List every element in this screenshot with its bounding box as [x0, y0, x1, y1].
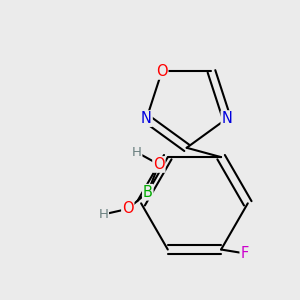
Text: B: B	[143, 185, 153, 200]
Text: H: H	[132, 146, 142, 159]
Text: O: O	[153, 157, 165, 172]
Text: N: N	[141, 111, 152, 126]
Text: F: F	[240, 246, 249, 261]
Text: O: O	[156, 64, 168, 79]
Text: N: N	[221, 111, 232, 126]
Text: H: H	[98, 208, 108, 221]
Text: O: O	[122, 201, 134, 216]
